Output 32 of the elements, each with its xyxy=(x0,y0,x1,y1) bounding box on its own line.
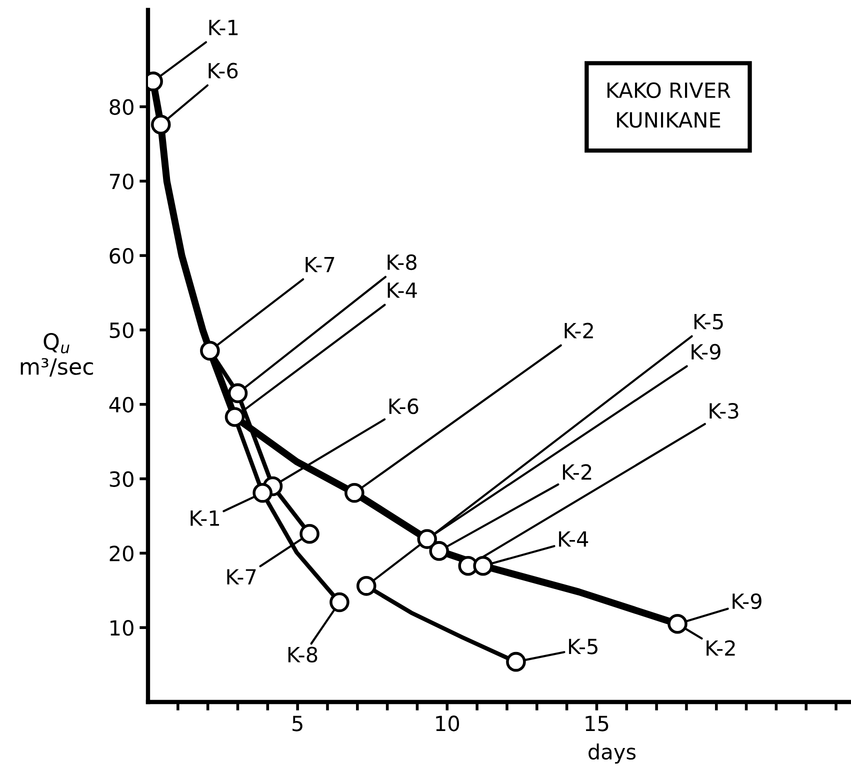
y-tick-label: 30 xyxy=(110,471,134,487)
annotation: K-7 xyxy=(227,569,256,584)
y-tick-label: 20 xyxy=(110,546,134,562)
annotation: K-1 xyxy=(209,20,238,36)
annotation: K-2 xyxy=(706,640,735,656)
y-tick-label: 60 xyxy=(110,248,134,264)
x-tick-label: 15 xyxy=(586,716,608,732)
y-tick-label: 80 xyxy=(110,99,134,115)
x-tick-label: 10 xyxy=(436,716,460,732)
annotation: K-8 xyxy=(388,254,416,270)
annotation: K-4 xyxy=(559,531,588,547)
annotation: K-3 xyxy=(710,402,738,419)
annotation: K-9 xyxy=(692,344,720,360)
y-tick-label: 10 xyxy=(110,620,134,636)
annotation: K-4 xyxy=(388,282,417,298)
x-axis-title: days xyxy=(588,744,636,764)
y-tick-label: 50 xyxy=(110,322,134,338)
y-tick-label: 40 xyxy=(109,396,134,413)
annotation: K-5 xyxy=(569,638,598,654)
annotation: K-5 xyxy=(694,314,723,330)
x-tick-label: 5 xyxy=(292,716,302,732)
annotation: K-8 xyxy=(288,646,318,663)
annotation: K-6 xyxy=(389,398,418,414)
y-tick-label: 70 xyxy=(110,174,134,190)
annotation: K-2 xyxy=(562,464,592,480)
annotation: K-1 xyxy=(190,510,219,526)
annotation: K-2 xyxy=(564,322,593,338)
annotation: KAKO RIVER KUNIKANE xyxy=(607,82,730,128)
annotation: K-6 xyxy=(208,62,238,79)
annotation: K-7 xyxy=(306,256,334,272)
annotation: K-9 xyxy=(732,593,762,610)
y-axis-title: Q$_{u}$ m³/sec xyxy=(20,333,93,377)
